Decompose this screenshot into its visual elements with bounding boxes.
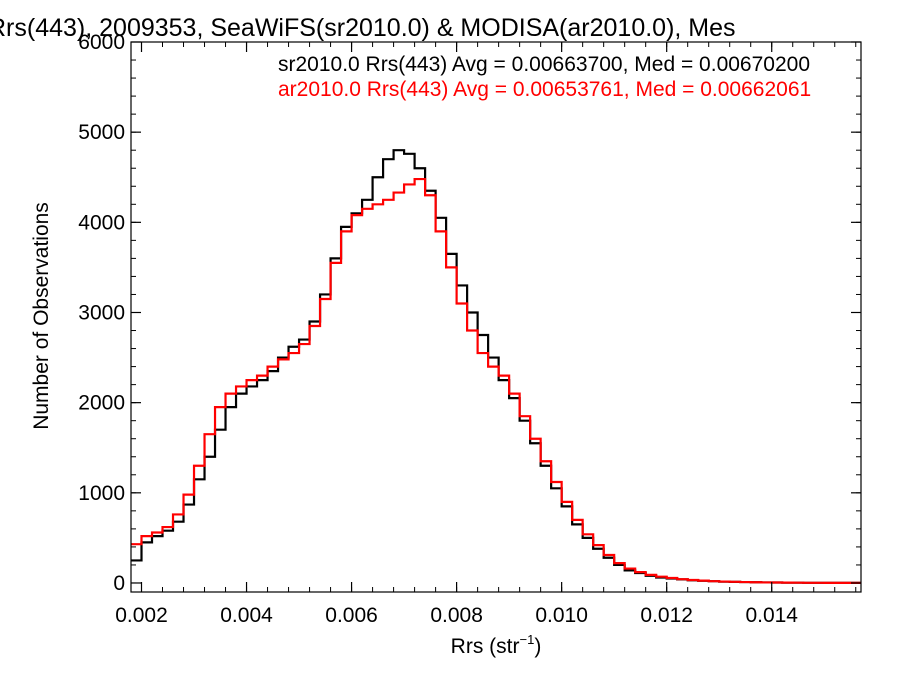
legend-entry-1: sr2010.0 Rrs(443) Avg = 0.00663700, Med …	[278, 53, 810, 76]
y-tick-label: 1000	[78, 482, 125, 505]
chart-title: Rrs(443), 2009353, SeaWiFS(sr2010.0) & M…	[0, 14, 736, 42]
x-tick-label: 0.010	[535, 604, 588, 627]
legend: sr2010.0 Rrs(443) Avg = 0.00663700, Med …	[278, 53, 811, 101]
x-tick-label: 0.012	[640, 604, 693, 627]
series-layer	[131, 149, 861, 584]
plot-area: 0.002 0.004 0.006 0.008 0.010 0.012 0.014 0 100…	[78, 31, 862, 627]
x-axis: 0.002 0.004 0.006 0.008 0.010 0.012 0.014	[115, 42, 857, 627]
y-tick-label: 3000	[78, 301, 125, 324]
x-tick-label: 0.006	[325, 604, 378, 627]
x-axis-title-exponent: −1	[520, 632, 535, 647]
legend-entry-2: ar2010.0 Rrs(443) Avg = 0.00653761, Med …	[278, 78, 811, 101]
x-tick-label: 0.002	[115, 604, 168, 627]
y-tick-label: 0	[113, 572, 125, 595]
series-2-histogram	[131, 177, 861, 584]
y-axis: 0 1000 2000 3000 4000 5000 6000	[78, 31, 861, 595]
x-tick-label: 0.014	[745, 604, 798, 627]
plot-frame	[130, 41, 862, 593]
x-tick-label: 0.004	[220, 604, 273, 627]
x-tick-label: 0.008	[430, 604, 483, 627]
y-tick-label: 4000	[78, 211, 125, 234]
y-axis-title: Number of Observations	[30, 202, 53, 430]
x-axis-title: Rrs (str−1)	[451, 632, 542, 658]
x-axis-title-close: )	[534, 635, 541, 658]
x-axis-title-main: Rrs (str	[451, 635, 520, 658]
y-tick-label: 5000	[78, 121, 125, 144]
y-tick-label: 2000	[78, 392, 125, 415]
y-tick-label: 6000	[78, 31, 125, 54]
